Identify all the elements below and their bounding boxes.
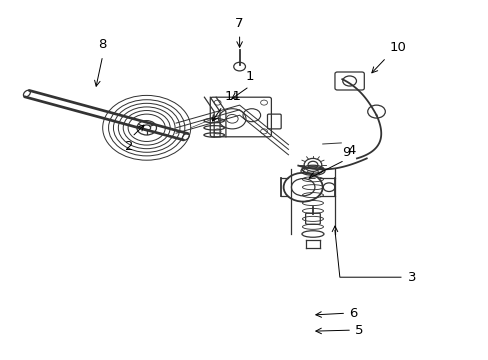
- Text: 5: 5: [354, 324, 362, 337]
- Text: 7: 7: [235, 17, 244, 30]
- Text: 10: 10: [389, 41, 406, 54]
- Text: 9: 9: [342, 146, 350, 159]
- Text: 6: 6: [348, 307, 356, 320]
- Text: 2: 2: [125, 140, 134, 153]
- Text: 8: 8: [98, 38, 107, 51]
- Text: 1: 1: [244, 70, 253, 83]
- Text: 11: 11: [224, 90, 242, 103]
- Text: 4: 4: [346, 144, 355, 157]
- Text: 3: 3: [407, 271, 416, 284]
